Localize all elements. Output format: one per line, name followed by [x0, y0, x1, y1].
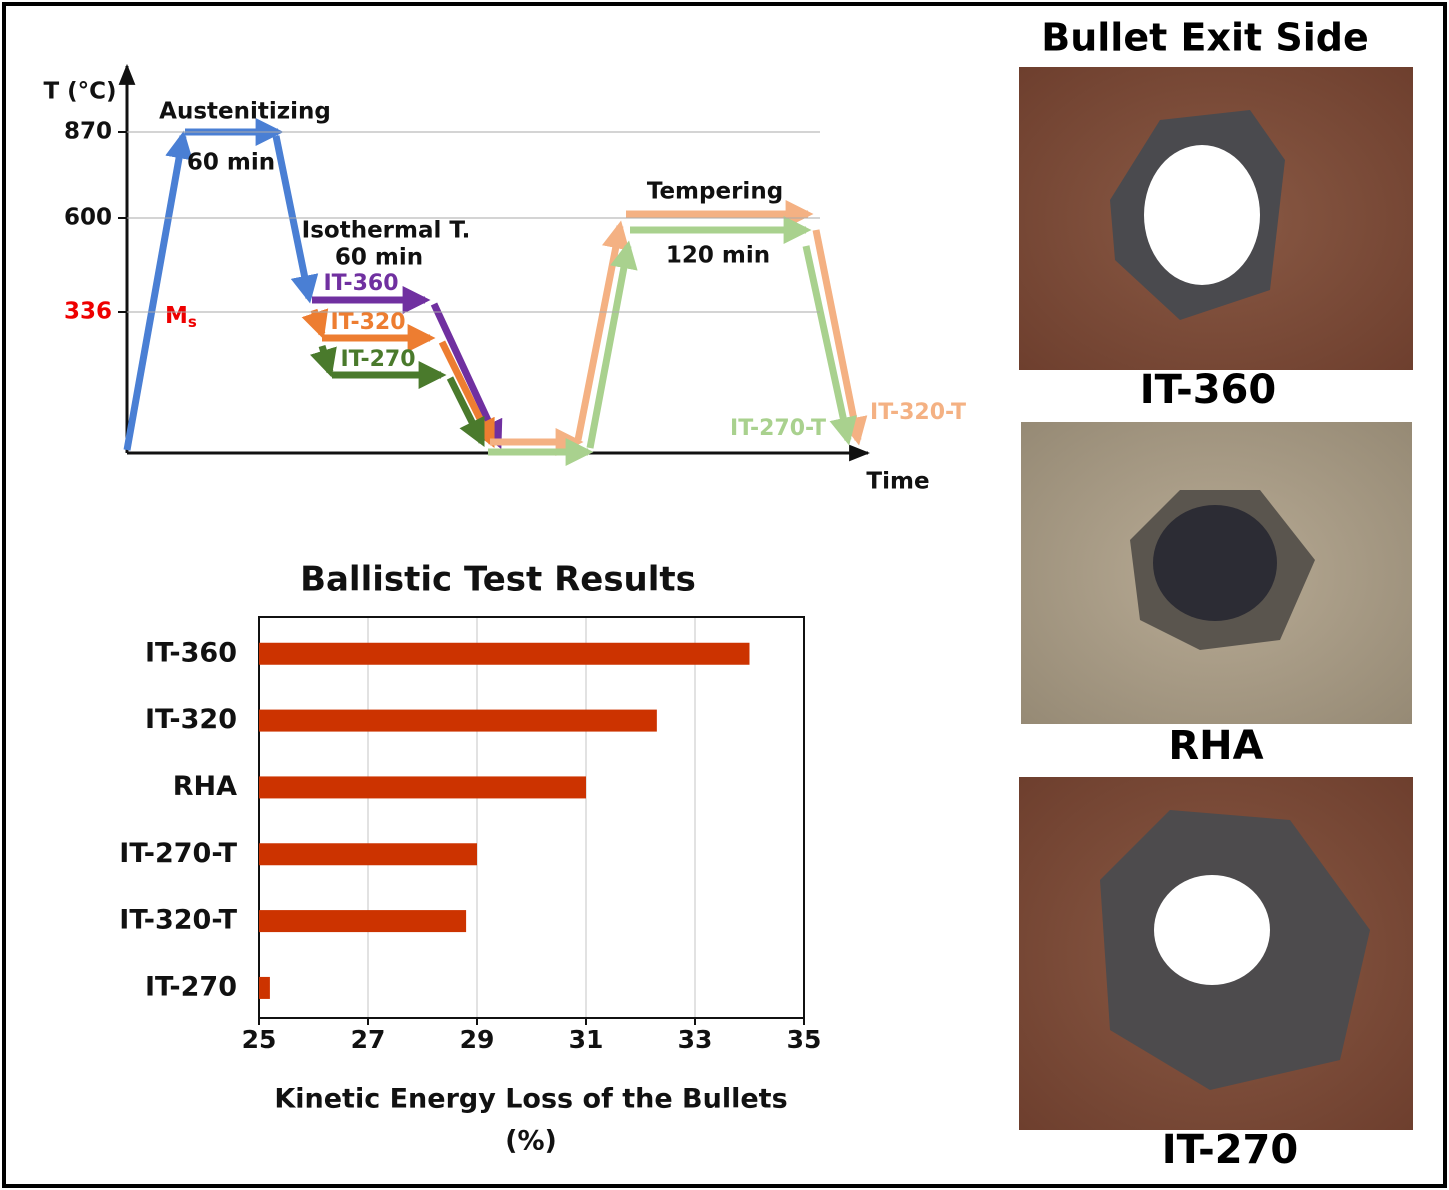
heat-treatment-diagram: T (°C) Time Austenitizing 60 min Isother…: [43, 63, 966, 495]
ms-label: Ms: [165, 303, 197, 331]
y-tick-label: IT-320: [145, 704, 237, 735]
x-tick-label: 31: [569, 1025, 604, 1054]
x-tick-label: 33: [678, 1025, 713, 1054]
bar: [259, 709, 657, 732]
arrow: [586, 240, 638, 449]
bar: [259, 910, 467, 933]
y-tick-label: 600: [64, 205, 112, 231]
photo-detail: [1154, 875, 1270, 985]
arrow: [301, 308, 329, 340]
photos-title: Bullet Exit Side: [1041, 16, 1369, 60]
y-tick-label: IT-320-T: [119, 905, 237, 936]
axis-label: T (°C): [43, 79, 116, 105]
x-tick-label: 29: [460, 1025, 495, 1054]
stage-label: Isothermal T.: [302, 218, 471, 244]
arrow: [802, 245, 857, 446]
y-tick-label: 870: [64, 119, 112, 145]
stage-time: 120 min: [666, 243, 770, 269]
route-label: IT-270-T: [730, 416, 826, 441]
y-tick-label: RHA: [173, 771, 237, 802]
arrow: [310, 344, 337, 378]
stage-label: Tempering: [647, 179, 783, 205]
arrow: [123, 130, 193, 451]
x-axis-label: Kinetic Energy Loss of the Bullets: [274, 1084, 787, 1115]
stage-time: 60 min: [187, 150, 275, 176]
stage-label: Austenitizing: [159, 99, 331, 125]
y-tick-label: IT-270: [145, 971, 237, 1002]
photo-detail: [1153, 505, 1277, 621]
axis-label: Time: [866, 469, 929, 495]
x-tick-label: 27: [351, 1025, 386, 1054]
stage-time: 60 min: [335, 245, 423, 271]
route-label: IT-360: [323, 271, 398, 296]
bar: [259, 776, 586, 799]
bar: [259, 843, 477, 866]
x-tick-label: 35: [787, 1025, 822, 1054]
route-label: IT-270: [340, 347, 415, 372]
route-label: IT-320-T: [870, 400, 966, 425]
y-tick-label: 336: [64, 299, 112, 325]
ms-subscript: s: [188, 313, 197, 331]
photo-caption: IT-270: [1162, 1127, 1298, 1173]
route-label: IT-320: [330, 310, 405, 335]
x-axis-label: (%): [505, 1126, 557, 1157]
plot-frame: [258, 616, 805, 1019]
arrow: [272, 135, 319, 304]
arrow: [446, 376, 486, 448]
photo-detail: [1144, 145, 1260, 285]
chart-title: Ballistic Test Results: [300, 560, 696, 600]
photo-caption: RHA: [1168, 723, 1263, 769]
ms-symbol: M: [165, 303, 188, 329]
y-tick-label: IT-360: [145, 637, 237, 668]
x-tick-label: 25: [242, 1025, 277, 1054]
bar-plot: 25 27 29 31 33 35 IT-360 IT-320 RHA IT-270-T IT-32…: [119, 616, 822, 1054]
y-tick-label: IT-270-T: [119, 838, 237, 869]
bar: [259, 642, 750, 665]
photo-caption: IT-360: [1140, 367, 1276, 413]
arrow: [812, 229, 868, 446]
bar: [259, 976, 270, 999]
